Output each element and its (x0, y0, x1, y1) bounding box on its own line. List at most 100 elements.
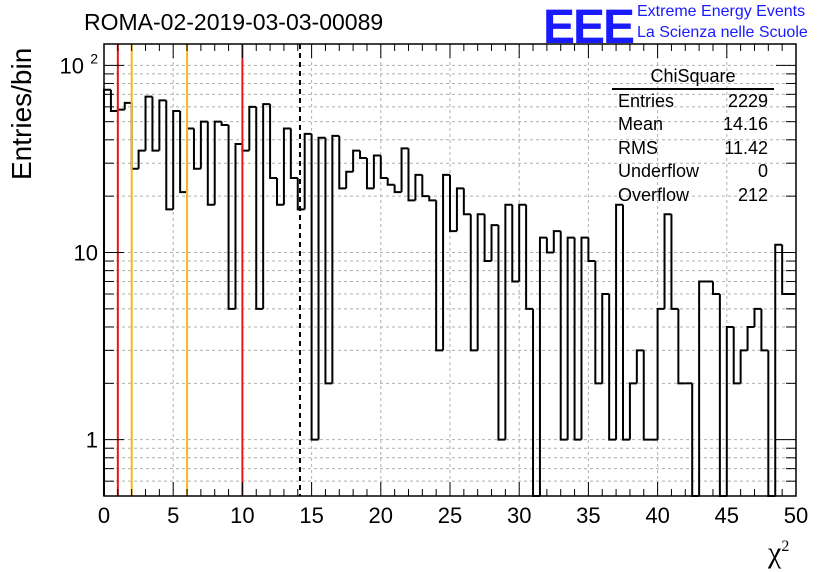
histogram-bar (580, 236, 589, 440)
histogram-bar (760, 308, 769, 352)
histogram-bar (532, 308, 540, 497)
histogram-bar (490, 224, 499, 262)
histogram-bar (296, 178, 305, 211)
histogram-bar (608, 294, 617, 441)
x-tick-label: 40 (645, 503, 669, 528)
histogram-bar (103, 88, 111, 496)
histogram-bar (372, 154, 381, 189)
histogram-bar (698, 280, 707, 496)
histogram-bar (199, 120, 208, 169)
histogram-bar (718, 294, 727, 497)
histogram-bar (622, 204, 630, 441)
y-tick-label: 10 (60, 53, 84, 78)
histogram-bar (338, 135, 347, 190)
histogram-bar (711, 281, 720, 296)
histogram-bar (248, 105, 257, 151)
histogram-bar (746, 325, 755, 351)
histogram-bar (656, 307, 665, 440)
histogram-bar (317, 136, 326, 440)
histogram-bar (476, 213, 485, 351)
histogram-bar (435, 200, 444, 352)
histogram-bar (753, 307, 762, 327)
histogram-bar (276, 178, 284, 206)
histogram-bar (192, 128, 201, 170)
histogram-bar (165, 100, 174, 211)
histogram-bar (594, 261, 603, 385)
histogram-bar (365, 157, 374, 190)
plot-title: ROMA-02-2019-03-03-00089 (84, 9, 384, 35)
histogram-bar (538, 236, 547, 496)
stats-row-underflow: Underflow 0 (618, 161, 768, 182)
histogram-bar (359, 150, 367, 159)
histogram-bar (628, 382, 637, 440)
histogram-bar (552, 230, 561, 253)
histogram-bar (116, 108, 125, 112)
histogram-bar (269, 104, 277, 180)
histogram-bar (220, 121, 229, 126)
histogram-bar (511, 204, 520, 283)
histogram-bar (449, 174, 457, 233)
histogram-bar (158, 99, 167, 151)
histogram-bar (774, 243, 783, 496)
x-tick-label: 45 (715, 503, 739, 528)
histogram-bar (123, 101, 132, 110)
histogram-bar (282, 127, 291, 205)
histogram-bar (137, 149, 146, 169)
histogram-bar (414, 173, 423, 201)
eee-logo: EEE (543, 1, 635, 54)
x-tick-label: 30 (507, 503, 531, 528)
histogram-bar (206, 121, 215, 206)
y-tick-label-exponent: 2 (90, 50, 98, 66)
stats-box: ChiSquare Entries 2229 Mean 14.16 RMS 11.42… (612, 66, 774, 207)
x-tick-label: 0 (98, 503, 110, 528)
histogram-bar (615, 203, 623, 440)
histogram-bar (345, 170, 354, 189)
histogram-bar (289, 128, 298, 180)
histogram-bar (407, 148, 416, 202)
histogram-bar (130, 102, 139, 170)
histogram-bar (310, 133, 319, 441)
histogram-bar (234, 142, 243, 309)
histogram-bar (172, 110, 181, 210)
histogram-bar (400, 147, 409, 193)
histogram-bar (601, 293, 610, 384)
y-tick-label: 1 (86, 428, 98, 453)
x-tick-label: 20 (369, 503, 393, 528)
histogram-bar (151, 96, 160, 152)
histogram-bar (455, 187, 464, 232)
histogram-bar (573, 237, 582, 441)
stats-title: ChiSquare (612, 66, 774, 90)
histogram-bar (677, 308, 686, 385)
x-tick-label: 25 (438, 503, 462, 528)
stats-row-entries: Entries 2229 (618, 91, 768, 111)
histogram-bar (227, 124, 236, 310)
histogram-bar (331, 134, 340, 384)
histogram-bar (725, 325, 734, 496)
x-axis-label: χ2 (768, 536, 790, 569)
x-tick-label: 5 (167, 503, 179, 528)
histogram-bar (642, 350, 651, 441)
histogram-bar (186, 127, 194, 193)
histogram-bar (386, 178, 395, 186)
histogram-bar (428, 196, 437, 202)
histogram-bar (303, 132, 312, 210)
histogram-bar (179, 111, 188, 194)
histogram-bar (663, 213, 672, 309)
histogram-bar (352, 149, 361, 172)
histogram-bar (109, 89, 118, 113)
histogram-bar (518, 203, 527, 282)
histogram-bar (379, 155, 388, 180)
histogram-bar (504, 203, 513, 440)
brand-line-2: La Scienza nelle Scuole (637, 24, 808, 41)
histogram-bar (497, 225, 506, 441)
histogram-bar (670, 214, 679, 310)
histogram-bar (144, 95, 153, 151)
histogram-bar (262, 103, 271, 309)
histogram-bar (767, 350, 776, 497)
y-axis-label: Entries/bin (6, 47, 37, 180)
histogram-bar (587, 237, 596, 263)
brand-line-1: Extreme Energy Events (637, 3, 806, 20)
histogram-bar (241, 143, 250, 152)
stats-row-mean: Mean 14.16 (618, 114, 768, 135)
